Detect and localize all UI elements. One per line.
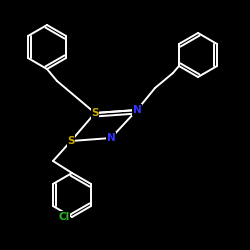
Text: N: N bbox=[132, 105, 141, 115]
Text: S: S bbox=[67, 136, 75, 146]
Text: Cl: Cl bbox=[58, 212, 70, 222]
Text: S: S bbox=[91, 108, 99, 118]
Text: N: N bbox=[106, 133, 116, 143]
